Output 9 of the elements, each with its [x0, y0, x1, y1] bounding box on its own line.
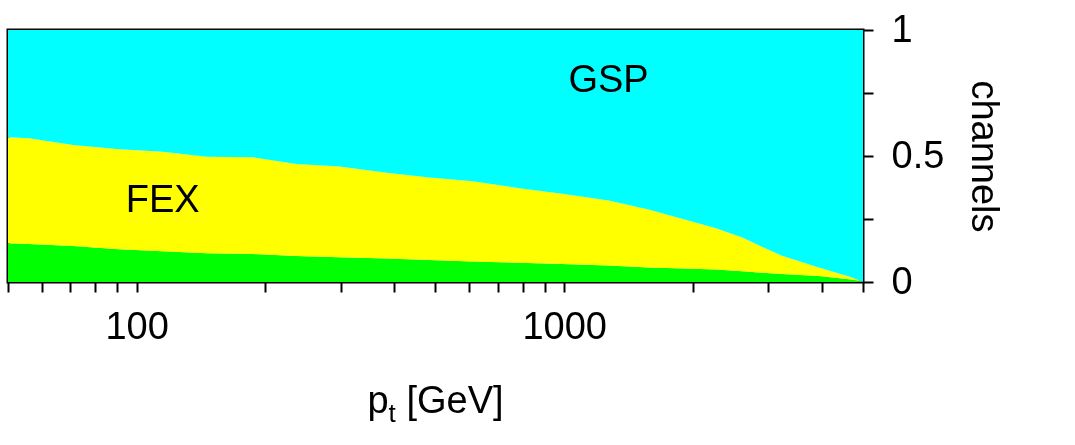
x-axis-title: p$_{t}$ [GeV] [366, 378, 505, 430]
y-axis-title: channels [964, 80, 1007, 233]
series-label: GSP [568, 58, 649, 101]
y-tick-label: 1 [891, 7, 913, 50]
y-tick-label: 0 [891, 259, 913, 302]
x-tick-label: 100 [105, 304, 169, 347]
x-tick-label: 1000 [522, 304, 607, 347]
series-label: FEX [125, 178, 200, 221]
y-tick-label: 0.5 [891, 133, 945, 176]
